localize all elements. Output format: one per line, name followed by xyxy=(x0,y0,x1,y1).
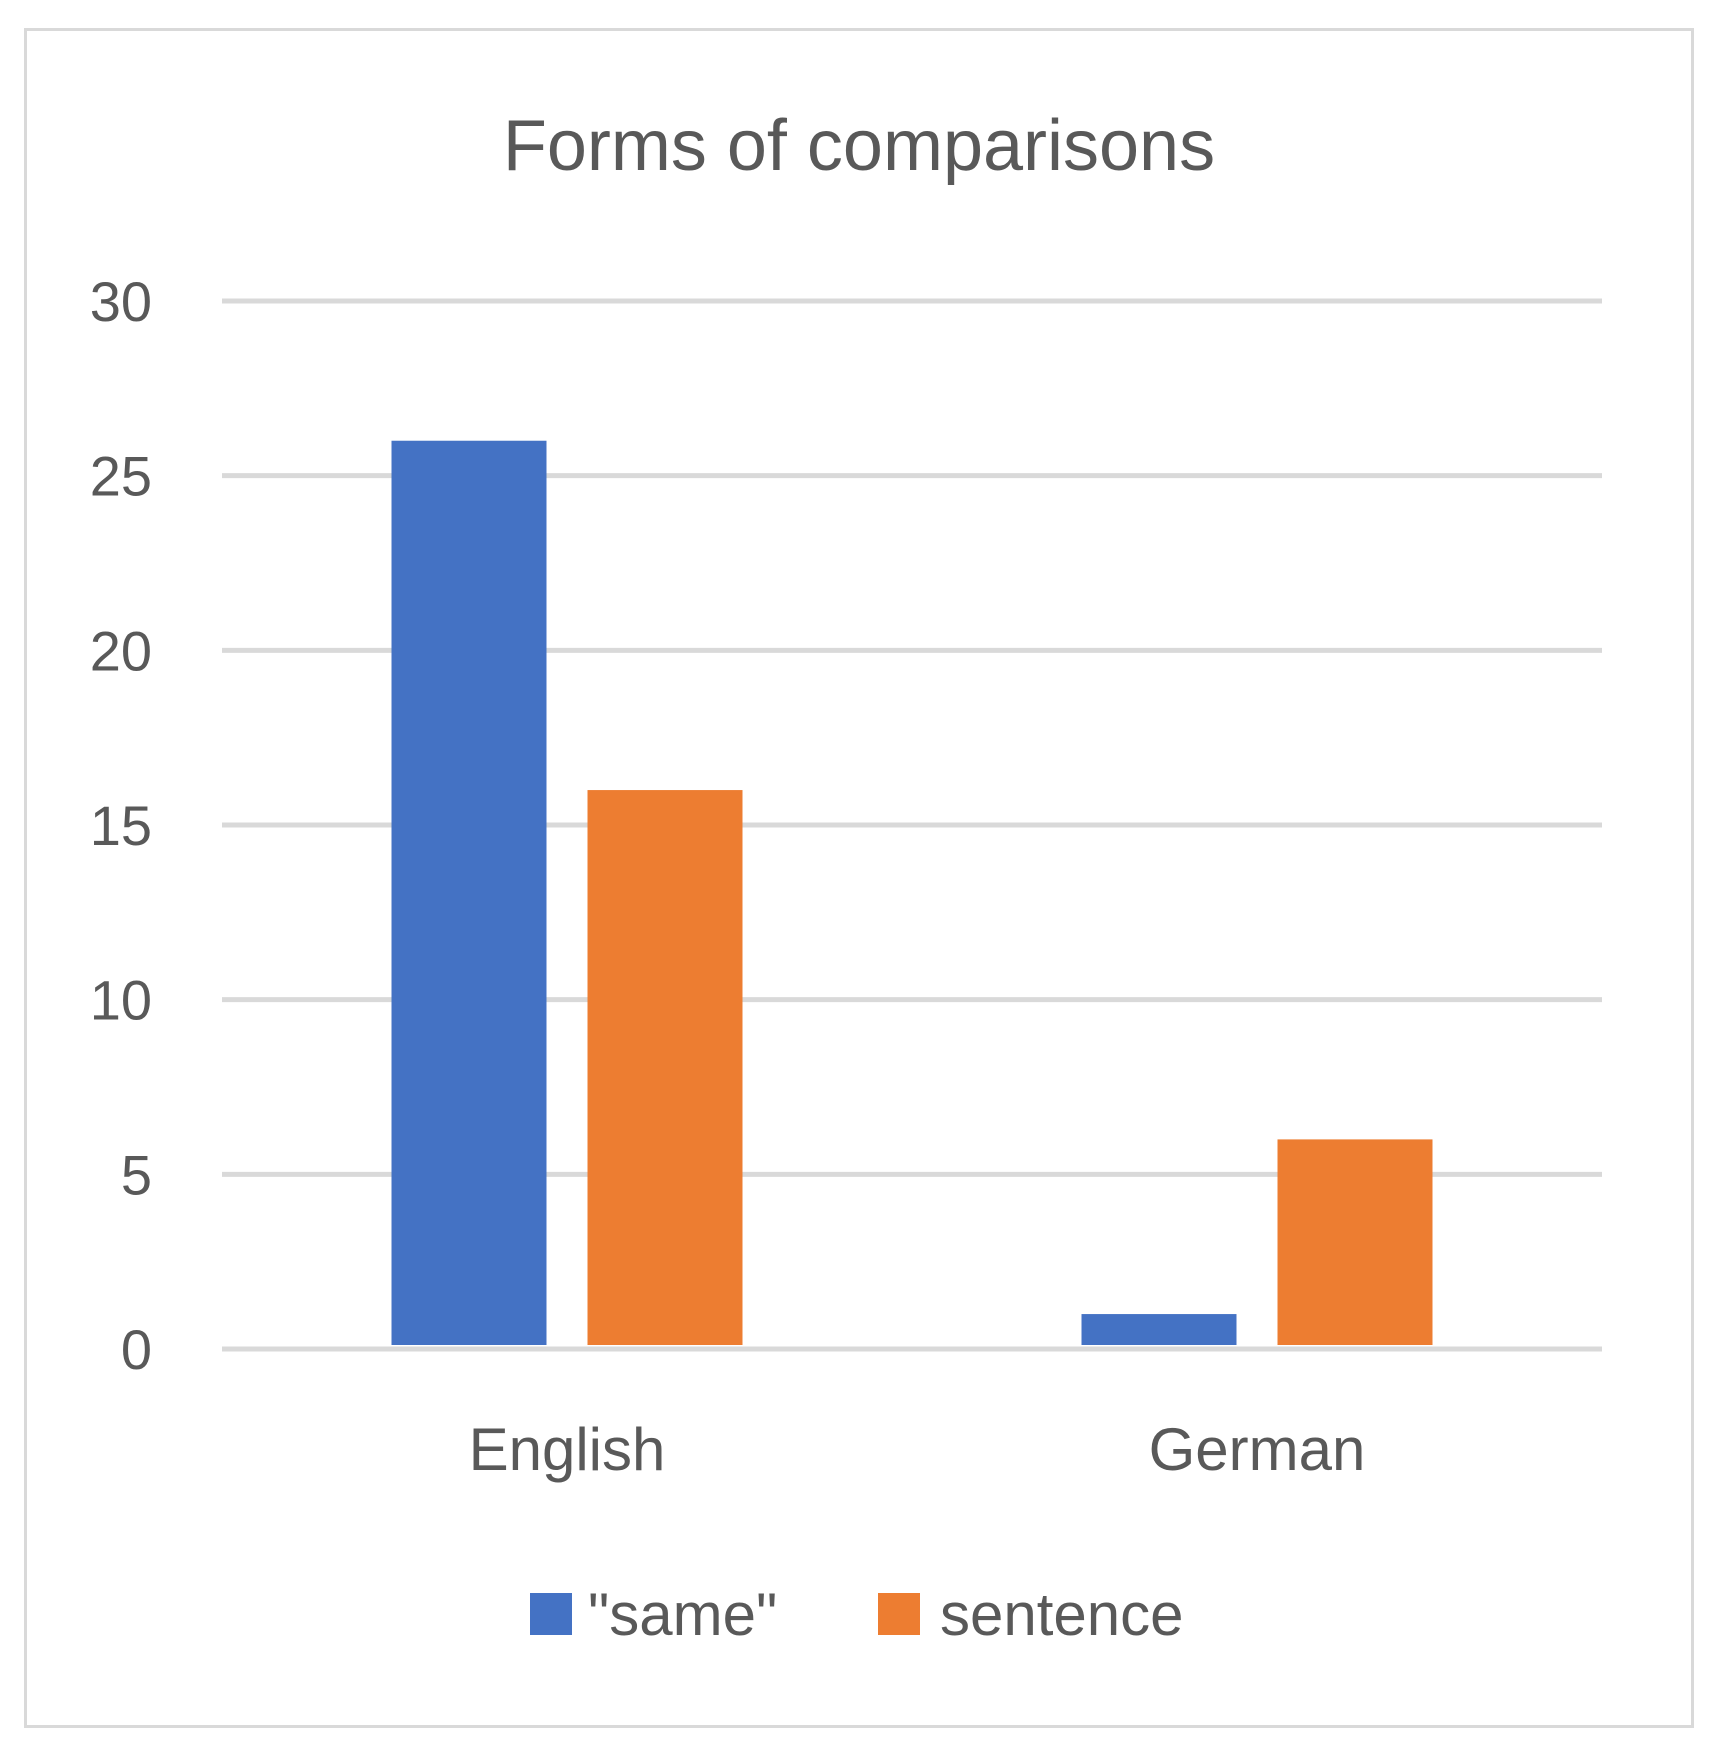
y-tick-label: 10 xyxy=(90,969,152,1032)
bars xyxy=(391,440,1433,1345)
legend-label: sentence xyxy=(940,1581,1184,1648)
x-category-label: German xyxy=(1149,1416,1366,1483)
bar-english-series-1 xyxy=(587,790,743,1345)
bar-german-series-0 xyxy=(1081,1314,1237,1345)
y-tick-label: 20 xyxy=(90,619,152,682)
legend-label: "same" xyxy=(588,1581,777,1648)
y-tick-label: 15 xyxy=(90,794,152,857)
bar-german-series-1 xyxy=(1277,1139,1433,1345)
bar-english-series-0 xyxy=(391,440,547,1345)
y-axis-tick-labels: 0 5 10 15 20 25 30 xyxy=(90,270,152,1381)
x-axis-category-labels: English German xyxy=(469,1416,1366,1483)
y-tick-label: 30 xyxy=(90,270,152,333)
chart-area xyxy=(24,28,1694,1728)
chart-title: Forms of comparisons xyxy=(503,106,1215,186)
y-tick-label: 25 xyxy=(90,445,152,508)
legend: "same" sentence xyxy=(530,1581,1184,1648)
y-tick-label: 5 xyxy=(121,1143,152,1206)
legend-swatch xyxy=(530,1593,572,1635)
y-tick-label: 0 xyxy=(121,1318,152,1381)
x-category-label: English xyxy=(469,1416,666,1483)
legend-swatch xyxy=(878,1593,920,1635)
